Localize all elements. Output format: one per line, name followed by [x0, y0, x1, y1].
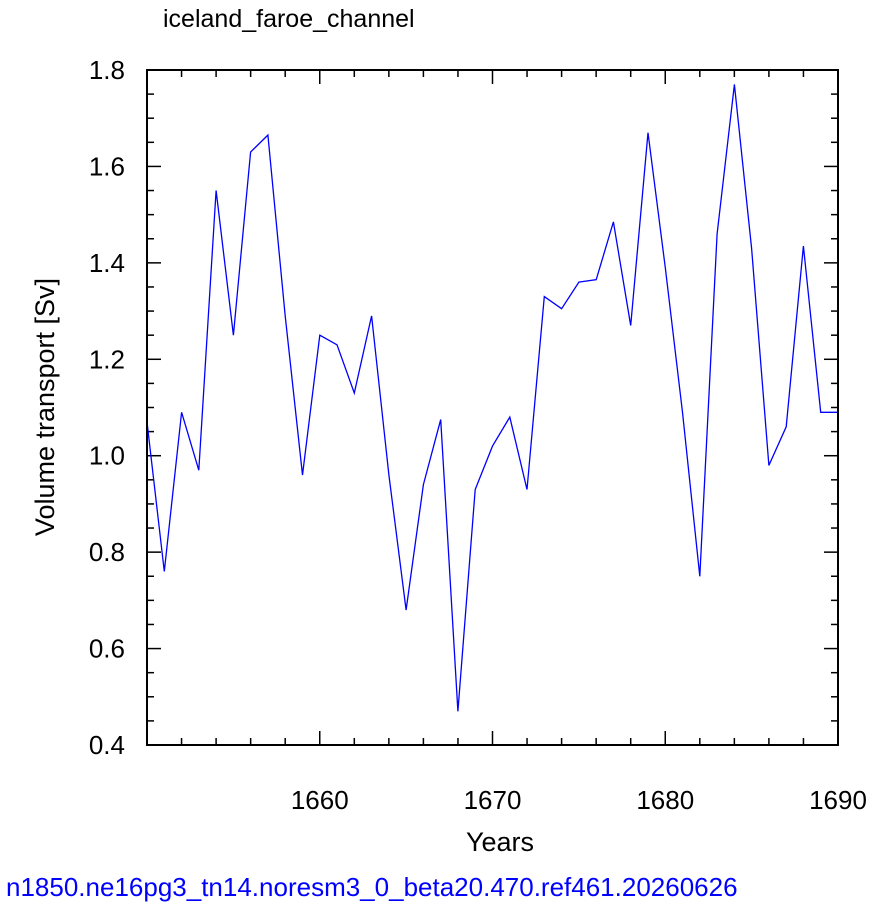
y-tick-label: 0.6: [89, 634, 125, 664]
series-line: [146, 84, 838, 712]
x-tick-label: 1680: [636, 785, 694, 815]
plot-frame: [146, 69, 839, 746]
y-tick-label: 1.0: [89, 441, 125, 471]
y-tick-label: 1.2: [89, 344, 125, 374]
x-axis-label: Years: [466, 827, 534, 857]
x-tick-label: 1670: [464, 785, 522, 815]
y-tick-label: 1.8: [89, 55, 125, 85]
chart-title: iceland_faroe_channel: [163, 5, 415, 33]
y-axis-label: Volume transport [Sv]: [30, 278, 60, 536]
y-tick-label: 0.4: [89, 730, 125, 760]
y-tick-label: 1.4: [89, 248, 125, 278]
y-tick-label: 1.6: [89, 151, 125, 181]
run-id-footer: n1850.ne16pg3_tn14.noresm3_0_beta20.470.…: [6, 872, 738, 902]
x-tick-label: 1660: [291, 785, 349, 815]
x-tick-label: 1690: [809, 785, 867, 815]
y-tick-label: 0.8: [89, 537, 125, 567]
tick-labels: 1660 1670 1680 1690 0.4 0.6 0.8 1.0 1.2 1.4 1.6 1.8: [89, 55, 867, 815]
axis-ticks: [147, 70, 838, 745]
